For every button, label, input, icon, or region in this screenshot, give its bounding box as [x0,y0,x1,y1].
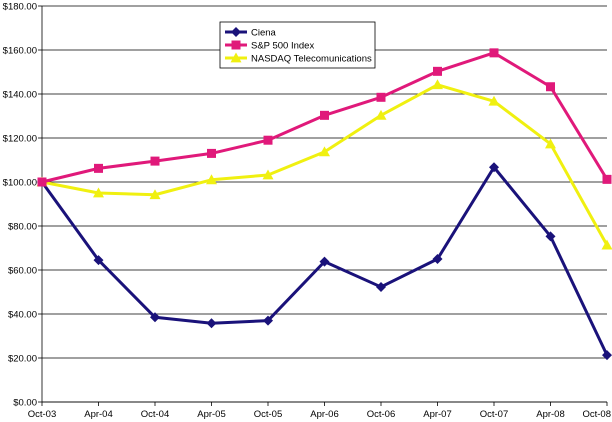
x-tick-label: Oct-05 [254,409,283,420]
x-tick-label: Apr-08 [536,409,565,420]
y-tick-label: $40.00 [8,310,37,321]
y-tick-label: $180.00 [3,2,37,13]
data-point [149,189,161,200]
x-tick-label: Apr-05 [197,409,226,420]
x-tick-label: Oct-04 [141,409,170,420]
x-tick-label: Apr-06 [310,409,339,420]
y-tick-label: $0.00 [13,398,37,409]
x-tick-label: Oct-08 [582,409,611,420]
series-layer [36,48,612,361]
y-axis: $0.00 $20.00 $40.00 $60.00 $80.00 $100.00 $120… [3,2,43,409]
data-point [488,95,500,106]
data-point [37,177,47,187]
data-point [93,187,104,198]
data-point [319,146,330,157]
data-point [150,312,160,323]
data-point [206,318,217,329]
data-point [602,350,612,361]
data-point [263,135,273,145]
y-tick-label: $20.00 [8,354,37,365]
legend: Ciena S&P 500 Index NASDAQ Telecomunicatio… [219,21,376,69]
data-point [489,162,499,173]
series-s-p-500-index [37,48,612,187]
data-point [94,163,103,173]
x-tick-label: Apr-07 [423,409,452,420]
data-point [545,231,556,242]
y-tick-label: $100.00 [3,178,37,189]
legend-label: NASDAQ Telecomunications [251,54,372,65]
legend-label: S&P 500 Index [251,41,314,52]
legend-entry: NASDAQ Telecomunications [225,52,372,65]
y-tick-label: $80.00 [8,222,37,233]
data-point [546,82,555,92]
x-tick-label: Oct-03 [28,409,57,420]
legend-label: Ciena [251,28,277,39]
data-point [262,169,274,180]
data-point [601,239,612,250]
data-point [207,148,216,158]
legend-marker [231,40,241,50]
y-tick-label: $120.00 [3,134,37,145]
series-nasdaq-telecomunications [36,79,612,250]
data-point [263,315,273,326]
data-point [489,48,499,58]
data-point [376,92,386,102]
x-tick-label: Oct-07 [480,409,509,420]
y-tick-label: $60.00 [8,266,37,277]
data-point [432,79,443,90]
gridlines [42,5,607,403]
data-point [433,66,442,76]
legend-entry: S&P 500 Index [225,40,314,52]
data-point [93,255,104,266]
data-point [319,256,330,267]
data-point [545,138,556,149]
data-point [432,254,443,264]
data-point [602,174,612,184]
x-axis: Oct-03 Apr-04 Oct-04 Apr-05 Oct-05 Apr-06 Oct-… [28,401,611,420]
data-point [150,156,160,166]
x-tick-label: Apr-04 [84,409,113,420]
data-point [375,109,387,120]
data-point [206,174,217,185]
x-tick-label: Oct-06 [367,409,396,420]
data-point [320,110,329,120]
y-tick-label: $160.00 [3,46,37,57]
data-point [376,281,386,292]
y-tick-label: $140.00 [3,90,37,101]
legend-marker [230,52,242,63]
plot-background [42,6,607,402]
legend-marker [231,27,241,37]
legend-entry: Ciena [225,27,277,39]
